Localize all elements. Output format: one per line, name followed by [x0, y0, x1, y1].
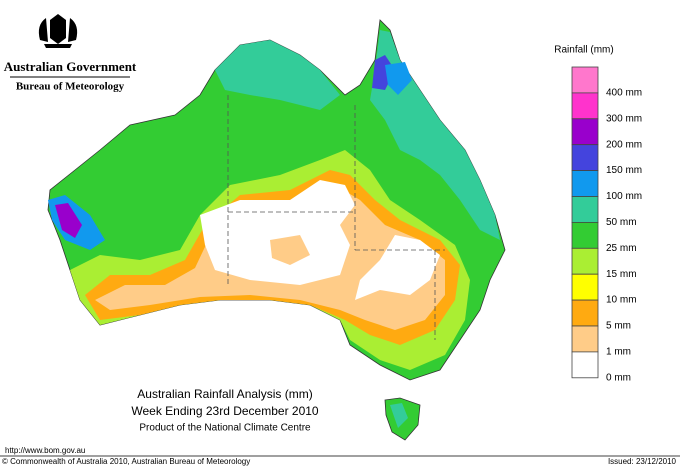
legend-swatch — [571, 273, 599, 301]
legend-label: 5 mm — [606, 321, 631, 332]
legend-label: 10 mm — [606, 295, 637, 306]
footer-copyright: © Commonwealth of Australia 2010, Austra… — [2, 457, 250, 466]
map — [47, 19, 506, 441]
legend-swatch — [571, 170, 599, 197]
legend-swatch — [571, 196, 599, 223]
legend-label: 200 mm — [606, 139, 642, 150]
legend-label: 100 mm — [606, 191, 642, 202]
crest — [38, 14, 78, 48]
bureau: Bureau of Meteorology — [16, 81, 125, 93]
legend-label: 0 mm — [606, 372, 631, 383]
legend-label: 25 mm — [606, 243, 637, 254]
legend-swatch — [571, 351, 599, 379]
legend-swatch — [571, 92, 599, 120]
legend-swatch — [571, 144, 599, 171]
legend-label: 300 mm — [606, 113, 642, 124]
legend-swatch — [571, 247, 599, 275]
legend-swatch — [571, 221, 599, 249]
legend: 400 mm 300 mm 200 mm 150 mm 100 mm 50 mm 25 mm… — [571, 66, 642, 383]
map-credit: Product of the National Climate Centre — [139, 423, 311, 434]
government: Australian Government — [4, 59, 137, 74]
legend-title: Rainfall (mm) — [554, 45, 613, 56]
map-subtitle: Week Ending 23rd December 2010 — [131, 404, 319, 418]
legend-label: 15 mm — [606, 269, 637, 280]
legend-label: 150 mm — [606, 165, 642, 176]
legend-label: 50 mm — [606, 217, 637, 228]
legend-label: 1 mm — [606, 347, 631, 358]
legend-swatch — [571, 299, 599, 327]
legend-swatch — [571, 325, 599, 353]
legend-swatch — [571, 66, 599, 94]
legend-label: 400 mm — [606, 88, 642, 99]
footer-url: http://www.bom.gov.au — [5, 446, 85, 455]
legend-swatch — [571, 118, 599, 146]
map-title: Australian Rainfall Analysis (mm) — [137, 387, 312, 401]
footer-issued: Issued: 23/12/2010 — [608, 457, 677, 466]
